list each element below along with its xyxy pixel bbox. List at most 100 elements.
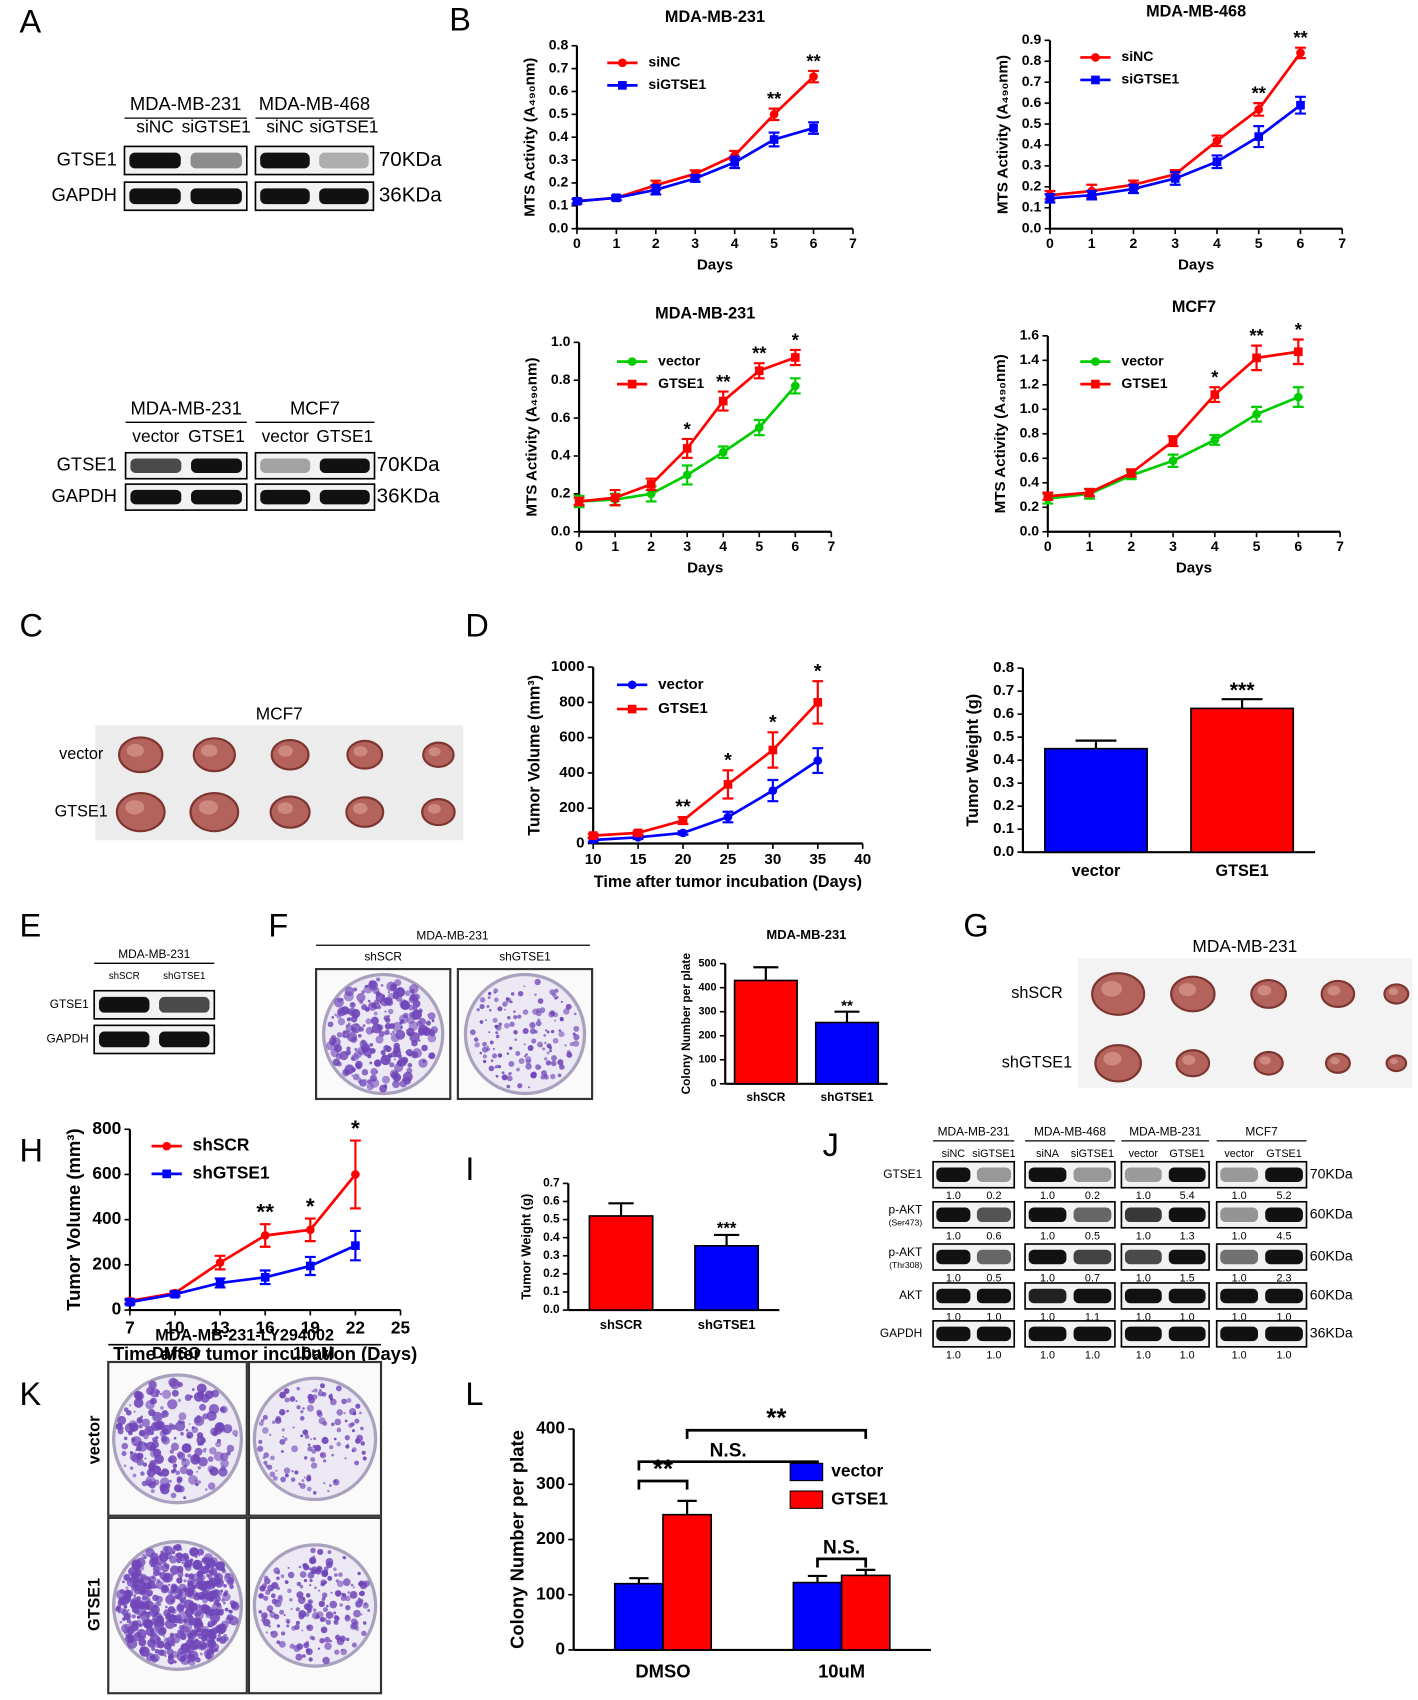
- colony: [482, 1059, 487, 1064]
- colony: [331, 1453, 335, 1457]
- panel-letter: F: [268, 908, 288, 944]
- colony: [557, 1073, 562, 1078]
- tumor-highlight: [1330, 1057, 1340, 1065]
- bar: [733, 979, 798, 1085]
- colony: [518, 1058, 525, 1064]
- colony: [150, 1489, 155, 1494]
- colony: [354, 1418, 360, 1424]
- colony: [149, 1388, 160, 1398]
- y-tick-label: 200: [92, 1253, 121, 1273]
- colony: [151, 1562, 155, 1566]
- colony: [209, 1557, 218, 1566]
- colony: [215, 1441, 222, 1448]
- colony: [309, 1584, 312, 1587]
- blot-band: [936, 1288, 971, 1304]
- x-tick-label: vector: [1072, 862, 1121, 880]
- y-tick-label: 0.4: [543, 1230, 560, 1244]
- colony: [556, 995, 559, 999]
- blot-cell-line: MCF7: [1245, 1125, 1278, 1139]
- y-axis-label: Tumor Weight (g): [519, 1194, 534, 1300]
- colony: [535, 1064, 541, 1070]
- colony: [258, 1439, 263, 1444]
- y-tick-label: 1.4: [1020, 351, 1040, 367]
- significance: **: [752, 343, 767, 364]
- x-tick-label: 3: [691, 235, 699, 251]
- legend-marker: [627, 704, 637, 714]
- colony: [490, 1059, 494, 1063]
- data-point: [215, 1258, 225, 1267]
- colony: [427, 1012, 436, 1020]
- data-point: [768, 745, 778, 755]
- error-bar: [677, 1499, 697, 1515]
- colony: [270, 1593, 276, 1599]
- colony: [331, 1422, 335, 1427]
- row-label: GTSE1: [50, 997, 89, 1011]
- data-point: [754, 423, 764, 432]
- band-quantity: 1.0: [1277, 1349, 1292, 1361]
- x-axis-label: Days: [687, 559, 723, 576]
- colony: [495, 1034, 500, 1039]
- colony: [281, 1412, 285, 1415]
- tumor-highlight: [125, 800, 145, 815]
- x-tick-label: 4: [731, 235, 739, 251]
- blot-band: [936, 1249, 971, 1265]
- colony: [431, 1019, 435, 1023]
- colony: [523, 985, 526, 988]
- colony: [367, 1054, 372, 1059]
- colony: [187, 1661, 190, 1664]
- colony: [270, 1588, 273, 1591]
- panel-letter: J: [823, 1127, 839, 1163]
- legend-swatch: [789, 1462, 824, 1482]
- colony: [488, 1008, 492, 1012]
- colony: [572, 1040, 580, 1047]
- lane-label: siNC: [942, 1148, 966, 1160]
- y-tick-label: 0.7: [1022, 73, 1042, 89]
- colony: [304, 1434, 310, 1439]
- blot-band: [1073, 1167, 1112, 1183]
- colony: [171, 1389, 179, 1397]
- y-tick-label: 0.2: [1020, 498, 1040, 514]
- colony: [474, 1042, 480, 1048]
- plates-title: MDA-MB-231-LY294002: [155, 1326, 334, 1344]
- blot-band: [1265, 1288, 1303, 1304]
- colony: [214, 1595, 221, 1602]
- colony: [219, 1637, 222, 1640]
- colony: [286, 1624, 290, 1628]
- colony: [150, 1564, 154, 1568]
- colony: [308, 1600, 312, 1603]
- colony: [351, 1002, 355, 1006]
- colony: [123, 1464, 127, 1468]
- colony: [165, 1594, 176, 1605]
- colony: [486, 1045, 489, 1048]
- colony: [564, 1044, 567, 1047]
- colony: [305, 1593, 311, 1598]
- colony: [335, 1634, 341, 1640]
- colony: [534, 993, 537, 996]
- colony: [489, 1040, 494, 1045]
- colony: [548, 1011, 555, 1018]
- legend-swatch: [789, 1490, 824, 1509]
- colony: [283, 1388, 290, 1394]
- bracket: [685, 1428, 868, 1439]
- y-tick-label: 800: [559, 693, 584, 710]
- blot-cell-line: MDA-MB-468: [259, 93, 370, 114]
- colony: [563, 1008, 570, 1015]
- colony: [422, 1059, 426, 1063]
- colony: [170, 1583, 178, 1591]
- colony: [177, 1419, 182, 1424]
- colony: [161, 1564, 170, 1573]
- data-point: [723, 812, 733, 822]
- colony: [215, 1578, 222, 1585]
- colony: [207, 1482, 216, 1490]
- colony: [339, 1635, 346, 1642]
- colony: [131, 1614, 136, 1619]
- colony: [170, 1565, 180, 1575]
- colony: [344, 986, 355, 997]
- data-point: [612, 193, 621, 203]
- colony: [140, 1471, 145, 1476]
- colony: [220, 1589, 224, 1593]
- colony: [557, 1061, 560, 1064]
- x-tick-label: 7: [125, 1318, 135, 1338]
- colony: [307, 1446, 313, 1452]
- colony: [209, 1643, 214, 1648]
